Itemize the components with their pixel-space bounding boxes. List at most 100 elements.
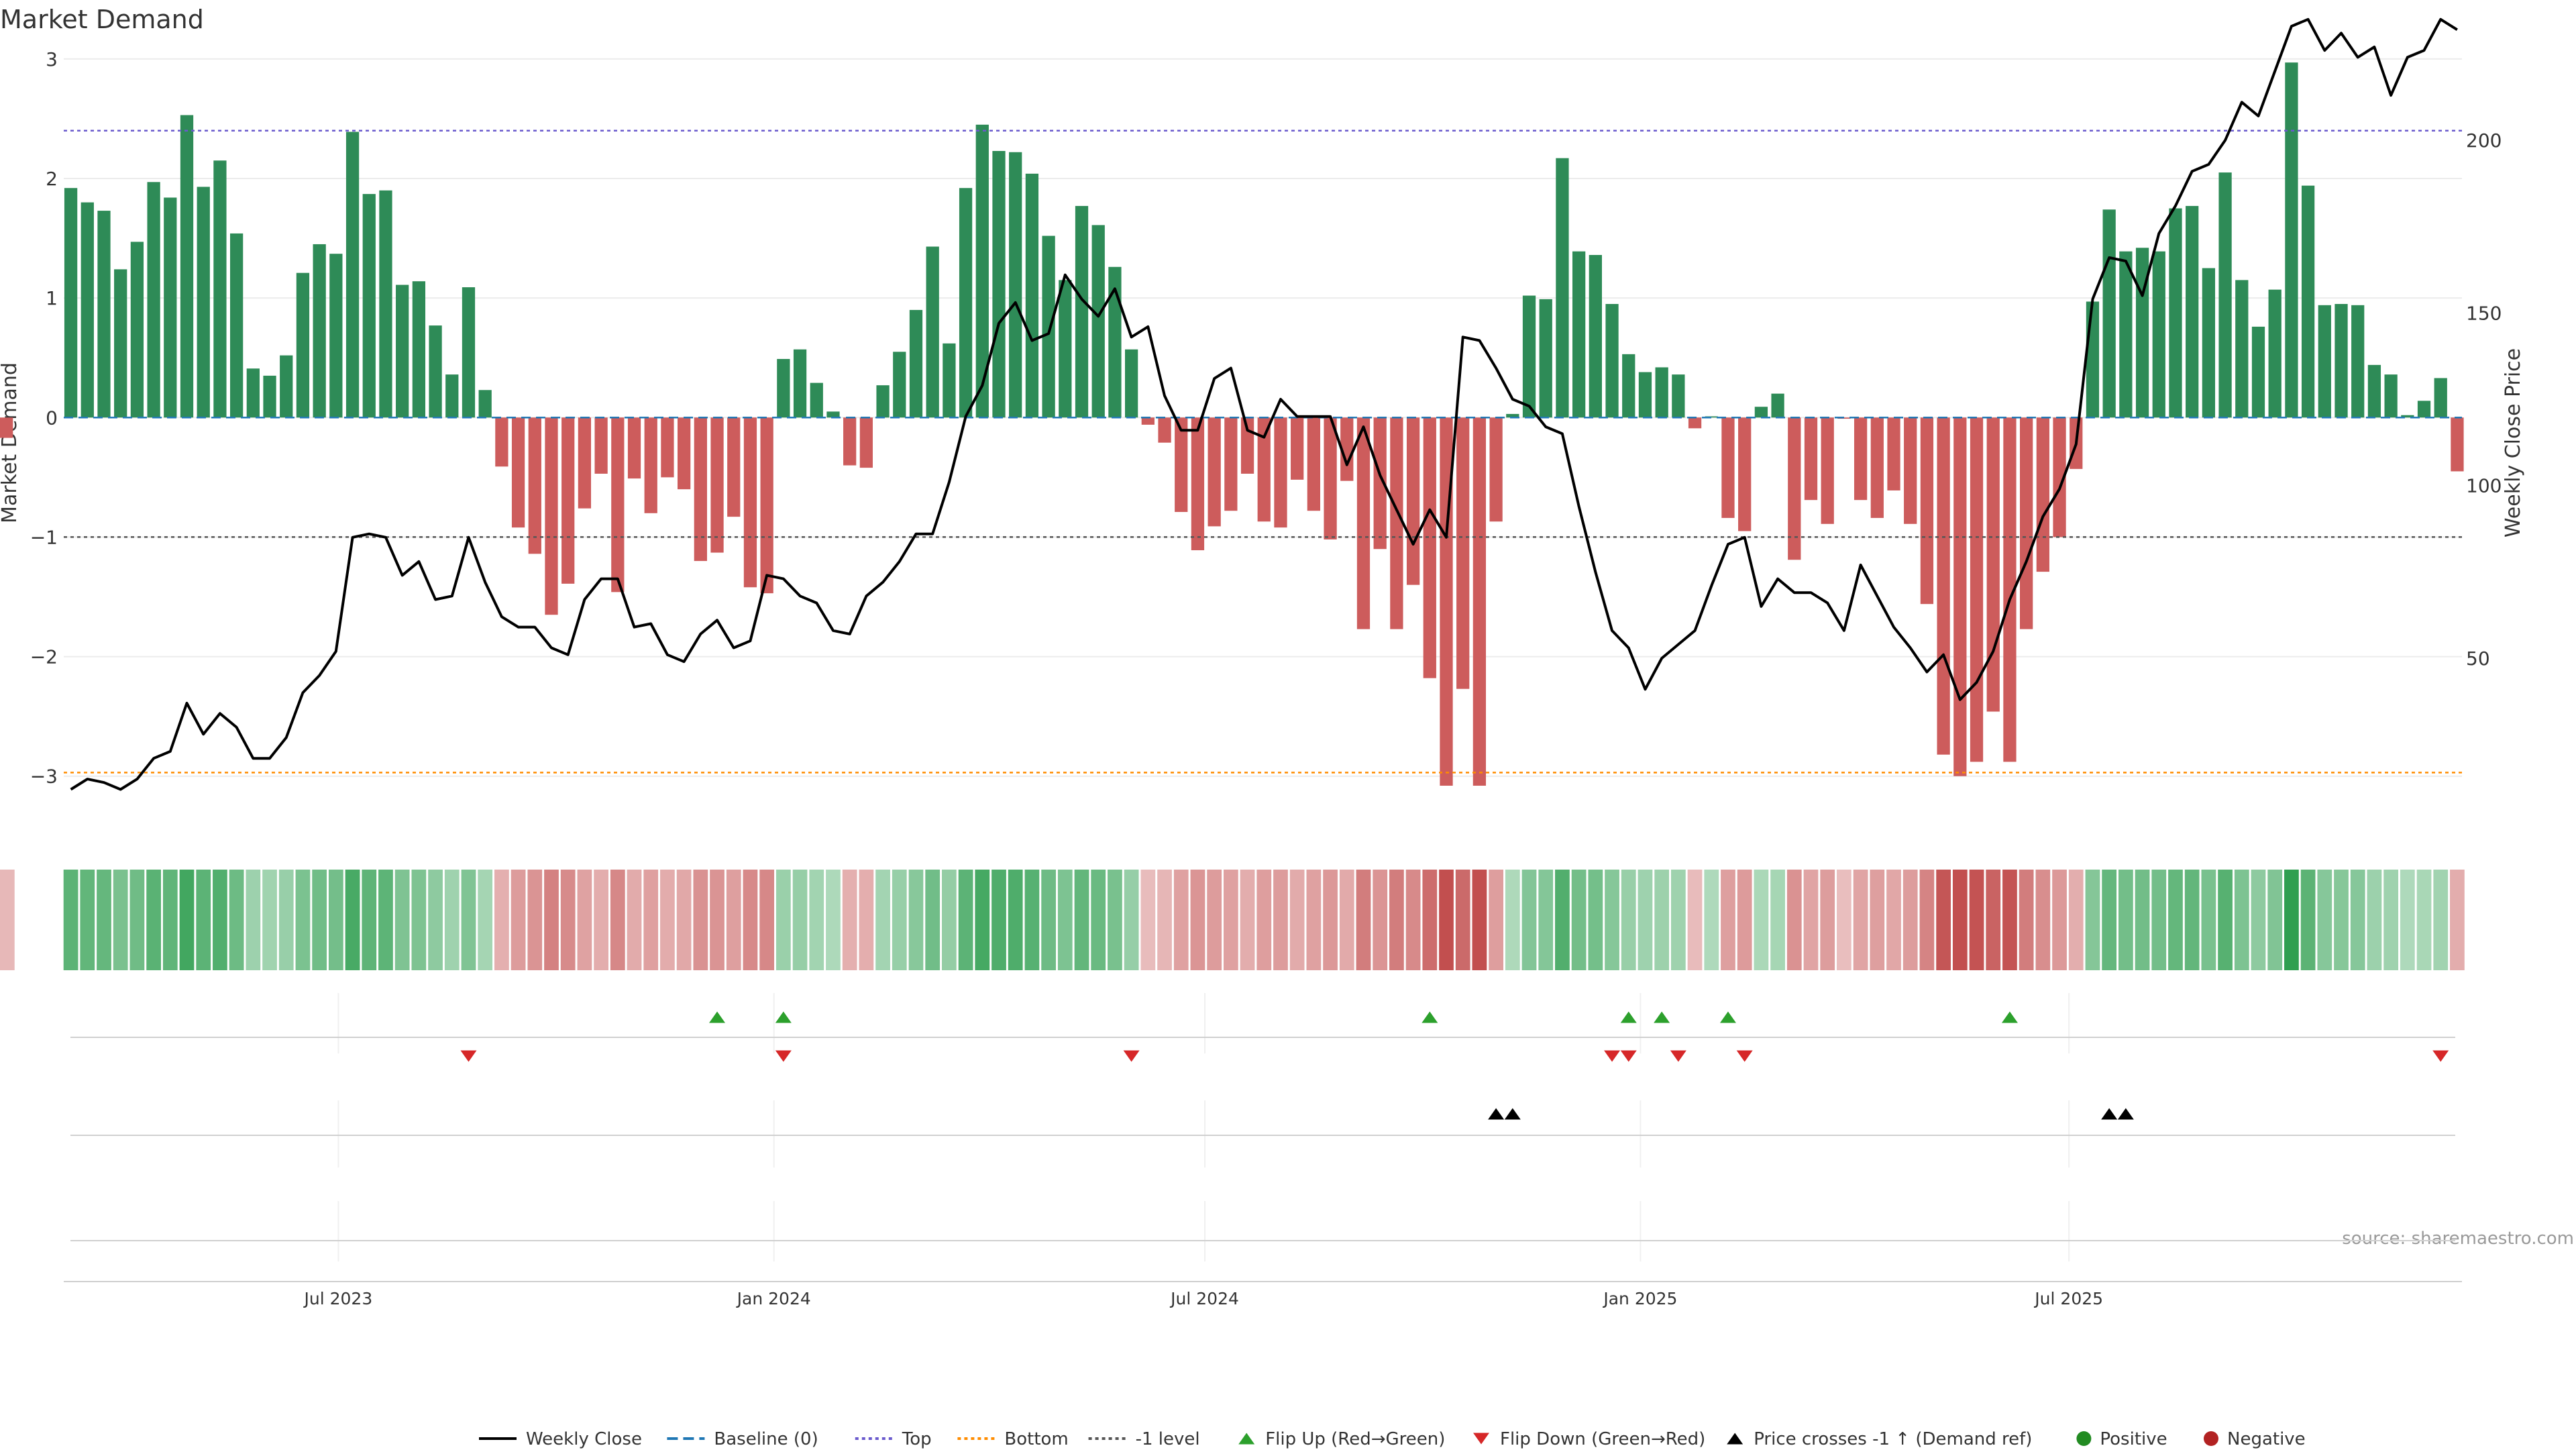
legend-label: Price crosses -1 ↑ (Demand ref) xyxy=(1754,1429,2032,1449)
flip-down-marker xyxy=(775,1050,792,1062)
heat-cell xyxy=(1737,870,1752,970)
x-tick-label: Jul 2024 xyxy=(1169,1289,1239,1308)
heat-cell xyxy=(1555,870,1570,970)
demand-bar-negative xyxy=(859,417,873,468)
price-cross-marker xyxy=(2117,1108,2134,1120)
reference-levels xyxy=(64,129,2462,774)
flip-down-marker xyxy=(1736,1050,1753,1062)
demand-bar-positive xyxy=(2268,289,2282,418)
heat-cell xyxy=(2433,870,2449,970)
demand-bar-positive xyxy=(2235,280,2249,418)
demand-bar-positive xyxy=(478,390,492,418)
heat-cell xyxy=(759,870,775,970)
demand-heatmap-strip xyxy=(0,870,2465,970)
demand-bar-positive xyxy=(1091,225,1105,418)
flip-down-marker xyxy=(460,1050,477,1062)
heat-cell xyxy=(743,870,758,970)
heat-cell xyxy=(2201,870,2216,970)
demand-bar-negative xyxy=(727,417,741,517)
demand-bar-positive xyxy=(2251,326,2265,418)
heat-cell xyxy=(444,870,460,970)
legend-label: Negative xyxy=(2227,1429,2306,1449)
demand-bar-positive xyxy=(1506,413,1519,418)
legend-label: Top xyxy=(902,1429,932,1449)
demand-bar-negative xyxy=(1788,417,1801,560)
demand-bar-positive xyxy=(80,202,94,418)
demand-bar-positive xyxy=(1638,372,1652,418)
heat-cell xyxy=(428,870,443,970)
demand-bar-negative xyxy=(1821,417,1834,524)
demand-bar-negative xyxy=(2036,417,2049,572)
heat-cell xyxy=(362,870,377,970)
demand-bar-positive xyxy=(1556,158,1569,418)
demand-bar-positive xyxy=(180,115,194,418)
heat-cell xyxy=(975,870,990,970)
demand-bar-negative xyxy=(1953,417,1967,776)
demand-bar-positive xyxy=(2169,208,2182,418)
heat-cell xyxy=(1472,870,1487,970)
heat-cell xyxy=(660,870,675,970)
demand-bar-negative xyxy=(2451,417,2464,472)
demand-bar-negative xyxy=(1158,417,1171,443)
flip-up-marker xyxy=(1719,1011,1736,1023)
heat-cell xyxy=(2234,870,2249,970)
heat-cell xyxy=(1505,870,1520,970)
demand-bar-positive xyxy=(2318,305,2331,418)
flip-down-marker xyxy=(1123,1050,1140,1062)
heat-cell xyxy=(2168,870,2183,970)
heat-cell xyxy=(2383,870,2398,970)
heat-cell xyxy=(1820,870,1835,970)
legend-label: -1 level xyxy=(1136,1429,1200,1449)
heat-cell xyxy=(1173,870,1189,970)
legend-circle-icon xyxy=(2076,1431,2092,1446)
y-tick-label: 1 xyxy=(46,287,58,309)
demand-bar-negative xyxy=(561,417,575,584)
legend-triangle-icon xyxy=(1473,1433,1489,1445)
demand-bar-positive xyxy=(1572,251,1586,418)
heat-cell xyxy=(577,870,592,970)
demand-bar-positive xyxy=(2135,248,2149,418)
heat-cell xyxy=(494,870,509,970)
heat-cell xyxy=(892,870,907,970)
heat-cell xyxy=(1489,870,1503,970)
heat-cell xyxy=(2102,870,2117,970)
heat-cell xyxy=(378,870,393,970)
demand-bar-negative xyxy=(710,417,724,553)
heat-cell xyxy=(229,870,244,970)
y2-axis-label: Weekly Close Price xyxy=(2502,348,2525,537)
demand-bar-negative xyxy=(1274,417,1287,528)
demand-bar-negative xyxy=(611,417,625,592)
y-tick-label: −1 xyxy=(30,526,58,548)
heat-cell xyxy=(2334,870,2349,970)
heat-cell xyxy=(97,870,111,970)
demand-bar-positive xyxy=(2119,251,2133,418)
demand-bar-positive xyxy=(926,246,939,418)
demand-bar-negative xyxy=(1804,417,1818,501)
demand-bar-positive xyxy=(2301,185,2315,418)
heat-cell xyxy=(2019,870,2034,970)
flip-up-marker xyxy=(1421,1011,1438,1023)
y2-tick-label: 100 xyxy=(2466,475,2502,497)
heat-cell xyxy=(2300,870,2316,970)
demand-bar-positive xyxy=(1025,173,1039,418)
flip-up-marker xyxy=(709,1011,726,1023)
heat-cell xyxy=(1091,870,1106,970)
demand-bar-negative xyxy=(694,417,707,562)
demand-bar-positive xyxy=(64,188,78,418)
flip-up-marker xyxy=(2001,1011,2018,1023)
heat-cell xyxy=(511,870,526,970)
heat-cell xyxy=(1190,870,1205,970)
heat-cell xyxy=(1803,870,1819,970)
x-tick-label: Jan 2024 xyxy=(736,1289,811,1308)
chart-title: Market Demand xyxy=(0,5,204,34)
heat-cell xyxy=(1008,870,1023,970)
heat-cell xyxy=(146,870,161,970)
heat-cell xyxy=(1687,870,1703,970)
y2-tick-label: 200 xyxy=(2466,129,2502,152)
heat-cell xyxy=(394,870,410,970)
demand-bar-positive xyxy=(1754,407,1768,418)
x-tick-label: Jul 2025 xyxy=(2033,1289,2103,1308)
source-credit: source: sharemaestro.com xyxy=(2342,1229,2574,1249)
